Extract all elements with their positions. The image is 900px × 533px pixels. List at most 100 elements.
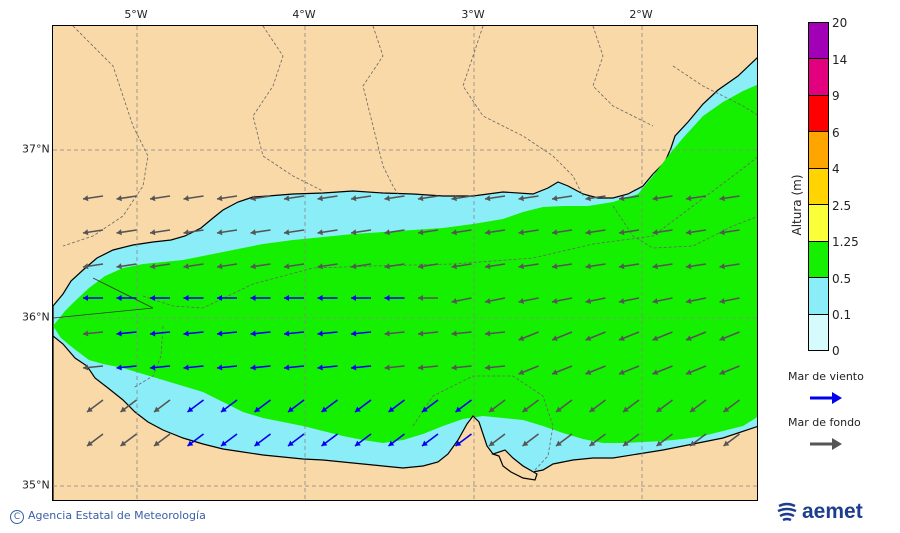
lon-tick-3w: 3°W [461,8,485,21]
copyright-credit: C Agencia Estatal de Meteorología [10,509,206,524]
wave-arrow [384,229,405,236]
wave-arrow [685,331,707,341]
wave-arrow [183,229,204,236]
lat-tick-36n: 36°N [22,310,50,324]
wave-arrow [120,433,137,447]
wave-arrow [451,330,472,337]
colorbar-label-0: 0 [832,344,840,358]
colorbar-bin-0-0.1 [809,314,828,350]
wave-arrow [116,364,137,371]
wave-arrow [652,297,673,304]
sea-mid-wave-area [53,84,757,443]
wave-arrow [689,399,707,413]
wave-arrow [522,399,539,413]
wave-arrow [618,365,640,375]
wave-arrow [484,297,506,304]
wave-arrow [250,330,271,337]
wave-arrow [484,229,506,236]
wave-arrow [455,399,472,413]
wave-arrow [421,399,439,413]
wave-arrow [484,364,506,371]
wave-arrow [149,195,171,202]
wave-arrow [116,229,137,236]
wave-arrow [321,399,338,413]
wave-arrow [518,263,539,270]
wave-arrow [354,399,372,413]
wave-arrow [384,195,405,202]
southern-coastline [53,335,757,500]
wave-arrow [384,330,405,337]
wave-arrow [652,229,673,236]
wave-arrow [551,195,573,202]
wave-arrow [150,295,170,301]
wave-arrow [455,433,472,447]
colorbar-label-20: 20 [832,16,848,30]
lat-tick-37n: 37°N [22,142,50,156]
wave-arrow [149,229,171,236]
wave-arrow [451,364,472,371]
wave-arrow [116,263,137,270]
wave-arrow [656,399,673,413]
wave-arrow [719,195,740,202]
wave-arrow [384,263,405,270]
colorbar-bin-9-14 [809,59,828,96]
wave-arrow [518,365,539,375]
colorbar-label-2.5: 2.5 [832,199,852,213]
wave-arrow [317,364,338,371]
wave-arrow [284,295,304,301]
wave-arrow [417,364,439,371]
wave-arrow [149,364,171,371]
wave-arrow [518,331,539,341]
wave-arrow [484,330,506,337]
wave-arrow [585,229,606,236]
wave-arrow [216,364,238,371]
colorbar-label-1.25: 1.25 [832,235,859,249]
wave-arrow [283,229,305,236]
wave-arrow [656,433,673,447]
wave-arrow [589,433,606,447]
wave-arrow [488,399,506,413]
wave-arrow [149,330,171,337]
wave-arrow [283,330,305,337]
wave-arrow [220,433,238,447]
wave-arrow [551,365,573,375]
wave-arrow [86,433,104,447]
wave-arrow [719,331,740,341]
wave-arrow [183,330,204,337]
wave-arrow [418,295,438,301]
graticule [53,26,757,500]
wave-arrow [183,364,204,371]
wave-arrow [82,364,104,371]
wave-arrow [585,331,606,341]
wave-arrow [723,399,740,413]
wave-arrow [254,399,271,413]
brand-text: aemet [802,500,863,523]
wave-arrow [250,364,271,371]
wave-arrow [685,263,707,270]
wave-arrow [719,229,740,236]
wave-arrow [116,295,137,301]
wave-arrow [384,364,405,371]
wave-arrow [250,195,271,202]
wave-arrow [183,195,204,202]
wave-arrow [652,263,673,270]
wave-arrow [82,195,104,202]
wave-arrow [350,364,372,371]
wave-arrow [417,263,439,270]
wave-arrow [187,399,204,413]
legend-swell-label: Mar de fondo [788,416,861,429]
wave-arrow [484,195,506,202]
wave-direction-arrows [82,195,740,447]
colorbar-bin-2.5-4 [809,168,828,206]
wave-arrow [317,229,338,236]
wave-arrow [719,365,740,375]
legend-wind-sea-arrow [810,392,842,404]
wave-arrow [317,295,338,301]
wave-arrow [350,263,372,270]
wave-arrow [719,263,740,270]
colorbar-label-14: 14 [832,53,848,67]
wave-arrow [120,399,137,413]
wave-arrow [585,263,606,270]
aemet-logo: aemet [776,500,863,524]
wave-arrow [551,297,573,304]
